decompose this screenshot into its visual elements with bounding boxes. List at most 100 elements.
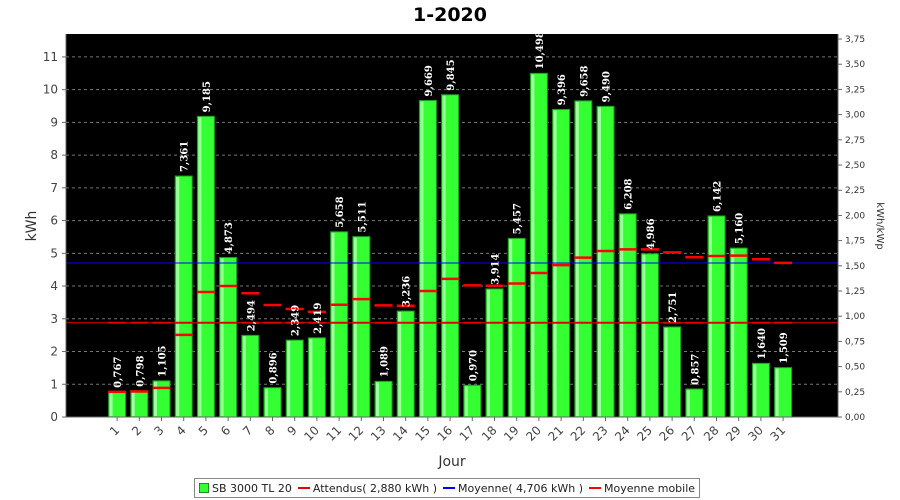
x-tick-label: 8 — [262, 423, 277, 438]
y-tick-label-right: 2,25 — [845, 186, 865, 196]
y-tick-label-right: 1,75 — [845, 237, 865, 247]
y-axis-title: kWh — [24, 211, 40, 242]
bar-highlight — [176, 177, 180, 416]
legend-swatch-average — [443, 487, 456, 489]
axes — [65, 34, 839, 418]
y-axis-title-right: kWh/kWp — [874, 202, 885, 249]
y-tick-label-right: 3,25 — [845, 85, 865, 95]
legend-label-moving-average: Moyenne mobile — [604, 481, 696, 495]
x-tick-label: 17 — [457, 423, 478, 444]
y-ticks: 0 1 2 3 4 5 6 7 8 9 10 11 — [43, 50, 66, 424]
x-tick-label: 28 — [701, 423, 722, 444]
y-tick-label: 8 — [50, 148, 58, 162]
bar-highlight — [353, 237, 357, 416]
y-tick-label-right: 2,75 — [845, 136, 865, 146]
bar-highlight — [664, 327, 668, 416]
data-label: 1,640 — [757, 328, 768, 359]
data-label: 0,857 — [690, 354, 701, 385]
bar-highlight — [376, 382, 379, 416]
x-tick-label: 20 — [523, 423, 544, 444]
x-tick-label: 3 — [151, 423, 166, 438]
x-tick-label: 30 — [745, 423, 766, 444]
legend-swatch-production — [199, 483, 209, 493]
legend-label-production: SB 3000 TL 20 — [212, 481, 292, 495]
x-tick-label: 12 — [346, 423, 367, 444]
data-label: 4,986 — [646, 218, 657, 249]
data-label: 6,142 — [713, 181, 724, 212]
y-tick-label: 6 — [50, 214, 58, 228]
y-tick-label: 10 — [43, 83, 58, 97]
bar-highlight — [287, 341, 291, 416]
data-label: 9,185 — [202, 81, 213, 112]
x-tick-label: 16 — [435, 423, 456, 444]
data-label: 7,361 — [180, 141, 191, 172]
y-tick-label: 1 — [50, 377, 58, 391]
data-label: 9,396 — [557, 74, 568, 105]
y-tick-label: 2 — [50, 345, 58, 359]
legend-item-moving-average: Moyenne mobile — [589, 482, 695, 495]
y-tick-label-right: 3,00 — [845, 111, 865, 121]
x-tick-label: 22 — [568, 423, 589, 444]
x-tick-label: 15 — [412, 423, 433, 444]
x-ticks: 1 2 3 4 5 6 7 8 9 10 11 12 13 14 15 16 17 18 19 20 21 22 23 24 2… — [107, 417, 788, 444]
x-tick-label: 10 — [301, 423, 322, 444]
bar-highlight — [154, 381, 157, 416]
bar-highlight — [753, 364, 757, 416]
bar-highlight — [598, 107, 601, 416]
data-label: 1,089 — [380, 346, 391, 377]
bar-highlight — [109, 392, 113, 416]
data-label: 5,160 — [735, 213, 746, 244]
y-tick-label: 11 — [43, 50, 58, 64]
bar-highlight — [686, 389, 690, 416]
y-tick-label: 7 — [50, 181, 58, 195]
legend-swatch-expected — [297, 487, 310, 489]
data-label: 1,509 — [779, 332, 790, 363]
x-tick-label: 11 — [324, 423, 345, 444]
data-label: 3,236 — [402, 276, 413, 307]
reference-lines — [66, 248, 838, 394]
data-labels: 0,767 0,798 1,105 7,361 9,185 4,873 2,494 0,896… — [113, 31, 790, 388]
x-tick-label: 25 — [634, 423, 655, 444]
x-tick-label: 29 — [723, 423, 744, 444]
x-tick-label: 9 — [285, 423, 300, 438]
bar-highlight — [731, 249, 735, 416]
y-tick-label: 3 — [50, 312, 58, 326]
legend-item-expected: Attendus( 2,880 kWh ) — [297, 482, 437, 495]
legend-item-average: Moyenne( 4,706 kWh ) — [443, 482, 583, 495]
data-label: 1,105 — [158, 345, 169, 376]
y-tick-label-right: 0,50 — [845, 363, 865, 373]
data-label: 0,767 — [113, 357, 124, 388]
chart-title: 1-2020 — [413, 4, 487, 26]
x-tick-label: 14 — [390, 423, 411, 444]
bar-highlight — [420, 101, 424, 417]
data-label: 5,511 — [357, 201, 368, 232]
x-tick-label: 24 — [612, 423, 633, 444]
bar-highlight — [309, 338, 313, 416]
y-tick-label: 9 — [50, 115, 58, 129]
data-label: 0,896 — [269, 352, 280, 383]
y-tick-label-right: 0,75 — [845, 337, 865, 347]
x-tick-label: 27 — [679, 423, 700, 444]
data-label: 0,798 — [135, 356, 146, 387]
x-tick-label: 26 — [657, 423, 678, 444]
bar-highlight — [242, 336, 246, 416]
y-tick-label: 5 — [50, 246, 58, 260]
x-tick-label: 21 — [546, 423, 567, 444]
y-tick-label-right: 0,25 — [845, 388, 865, 398]
x-tick-label: 2 — [129, 423, 144, 438]
y-tick-label-right: 1,50 — [845, 262, 865, 272]
data-label: 5,457 — [513, 203, 524, 234]
x-tick-label: 1 — [107, 423, 122, 438]
data-label: 2,494 — [246, 300, 257, 331]
x-tick-label: 7 — [240, 423, 255, 438]
bar-highlight — [198, 117, 202, 416]
x-tick-label: 19 — [501, 423, 522, 444]
y-tick-label-right: 3,50 — [845, 60, 865, 70]
y-tick-label: 4 — [50, 279, 58, 293]
legend-label-average: Moyenne( 4,706 kWh ) — [458, 481, 584, 495]
x-tick-label: 31 — [768, 423, 789, 444]
bar-highlight — [509, 239, 513, 416]
bar-highlight — [642, 254, 646, 416]
bar-highlight — [709, 216, 712, 416]
legend: SB 3000 TL 20 Attendus( 2,880 kWh ) Moye… — [194, 478, 701, 498]
